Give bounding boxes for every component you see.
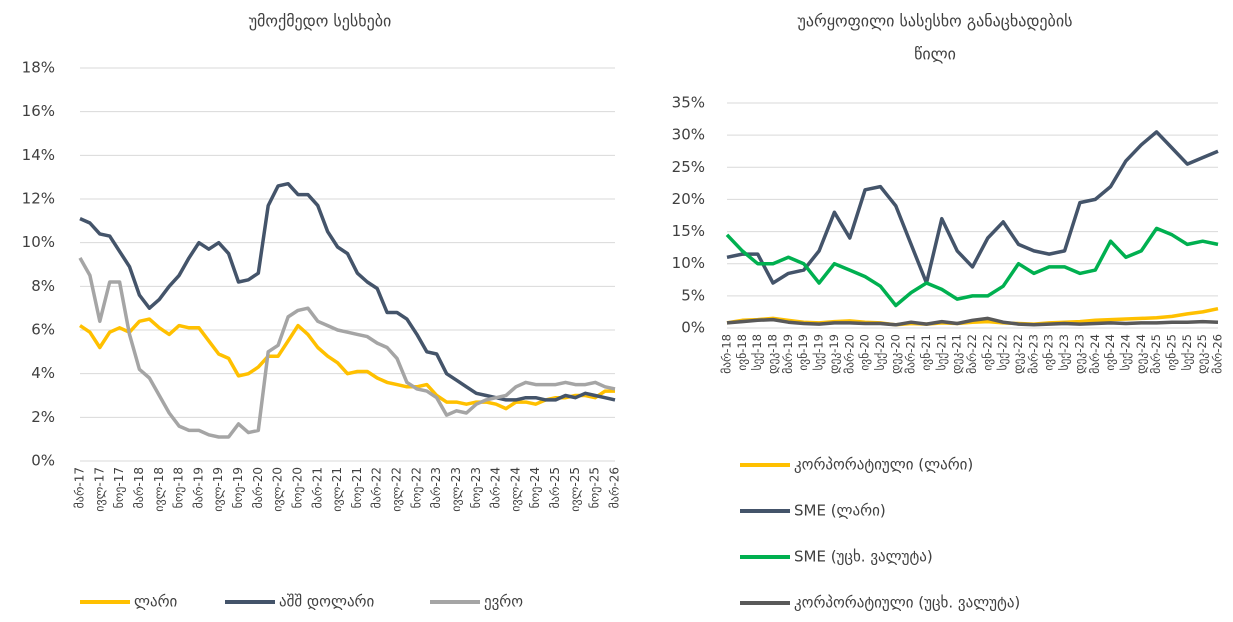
x-tick-label: სექ-21: [934, 334, 948, 371]
x-tick-label: ივლ-21: [330, 467, 344, 512]
legend-label: ლარი: [134, 593, 178, 611]
x-tick-label: მარ-26: [608, 467, 622, 509]
x-tick-label: დეკ-23: [1072, 334, 1086, 374]
x-tick-label: ივლ-25: [568, 467, 582, 512]
x-tick-label: ივლ-22: [390, 467, 404, 512]
x-tick-label: მარ-20: [251, 467, 265, 509]
x-tick-label: მარ-26: [1211, 334, 1225, 374]
x-tick-label: მარ-22: [965, 334, 979, 374]
x-tick-label: დეკ-19: [827, 334, 841, 374]
x-tick-label: ივნ-24: [1103, 334, 1117, 371]
x-tick-label: მარ-23: [1026, 334, 1040, 374]
x-tick-label: ივნ-20: [858, 334, 872, 371]
x-tick-label: მარ-21: [310, 467, 324, 509]
y-tick-label: 4%: [31, 364, 55, 382]
y-tick-label: 35%: [672, 94, 705, 112]
x-tick-label: ნოე-17: [112, 467, 126, 508]
y-tick-label: 12%: [22, 190, 55, 208]
x-tick-label: სექ-24: [1118, 334, 1132, 371]
y-tick-label: 10%: [672, 254, 705, 272]
y-tick-label: 30%: [672, 126, 705, 144]
x-tick-label: მარ-25: [548, 467, 562, 509]
legend-label: აშშ დოლარი: [279, 593, 374, 611]
x-tick-label: მარ-23: [429, 467, 443, 509]
x-tick-label: სექ-19: [812, 334, 826, 371]
x-tick-label: ნოე-23: [469, 467, 483, 508]
y-tick-label: 8%: [31, 277, 55, 295]
x-tick-label: ივნ-22: [980, 334, 994, 371]
x-tick-label: სექ-23: [1057, 334, 1071, 371]
series-line: [725, 226, 1219, 308]
x-tick-label: მარ-24: [1088, 334, 1102, 374]
x-tick-label: ივნ-18: [735, 334, 749, 371]
x-tick-label: მარ-25: [1149, 334, 1163, 374]
y-tick-label: 18%: [22, 59, 55, 77]
x-tick-label: ივნ-25: [1164, 334, 1178, 371]
series-line: [78, 257, 616, 439]
x-tick-label: დეკ-20: [888, 334, 902, 374]
x-tick-label: მარ-20: [842, 334, 856, 374]
x-tick-label: ივნ-23: [1042, 334, 1056, 371]
x-tick-label: ნოე-20: [290, 467, 304, 508]
x-tick-label: მარ-19: [781, 334, 795, 374]
x-tick-label: ივლ-20: [271, 467, 285, 512]
series-line: [79, 317, 615, 411]
y-tick-label: 2%: [31, 408, 55, 426]
x-tick-label: ივლ-19: [211, 467, 225, 512]
x-tick-label: მარ-19: [191, 467, 205, 509]
x-tick-label: ნოე-24: [528, 467, 542, 508]
x-tick-label: მარ-21: [904, 334, 918, 374]
y-tick-label: 10%: [22, 233, 55, 251]
y-tick-label: 5%: [681, 286, 705, 304]
y-tick-label: 6%: [31, 321, 55, 339]
x-tick-label: ივლ-24: [508, 467, 522, 512]
y-tick-label: 16%: [22, 102, 55, 120]
y-tick-label: 20%: [672, 190, 705, 208]
x-tick-label: ნოე-18: [172, 467, 186, 508]
series-line: [726, 130, 1219, 285]
y-tick-label: 15%: [672, 222, 705, 240]
x-tick-label: ივნ-21: [919, 334, 933, 371]
y-tick-label: 0%: [31, 452, 55, 470]
legend-label: SME (უცხ. ვალუტა): [794, 548, 933, 566]
x-tick-label: მარ-24: [489, 467, 503, 509]
chart-title: წილი: [914, 45, 956, 64]
x-tick-label: სექ-22: [996, 334, 1010, 371]
x-tick-label: ნოე-22: [409, 467, 423, 508]
x-tick-label: დეკ-22: [1011, 334, 1025, 374]
series-line: [726, 316, 1219, 327]
x-tick-label: მარ-18: [132, 467, 146, 509]
x-tick-label: დეკ-25: [1195, 334, 1209, 374]
x-tick-label: ივლ-23: [449, 467, 463, 512]
x-tick-label: დეკ-18: [766, 334, 780, 374]
x-tick-label: ნოე-19: [231, 467, 245, 508]
legend-label: კორპორატიული (ლარი): [794, 456, 973, 474]
y-tick-label: 0%: [681, 319, 705, 337]
series-line: [79, 181, 616, 402]
y-tick-label: 14%: [22, 146, 55, 164]
x-tick-label: მარ-17: [73, 467, 87, 509]
legend-label: ევრო: [484, 593, 523, 611]
x-tick-label: დეკ-24: [1134, 334, 1148, 374]
y-tick-label: 25%: [672, 158, 705, 176]
x-tick-label: სექ-18: [750, 334, 764, 371]
chart-title: უარყოფილი სასესხო განაცხადების: [798, 12, 1073, 31]
x-tick-label: მარ-18: [720, 334, 734, 374]
x-tick-label: ნოე-21: [350, 467, 364, 508]
x-tick-label: მარ-22: [370, 467, 384, 509]
x-tick-label: ივნ-19: [796, 334, 810, 371]
x-tick-label: დეკ-21: [950, 334, 964, 374]
legend-label: SME (ლარი): [794, 502, 886, 520]
x-tick-label: ივლ-18: [152, 467, 166, 512]
x-tick-label: სექ-20: [873, 334, 887, 371]
x-tick-label: სექ-25: [1180, 334, 1194, 371]
x-tick-label: ივლ-17: [92, 467, 106, 512]
legend-label: კორპორატიული (უცხ. ვალუტა): [794, 594, 1020, 612]
chart-title: უმოქმედო სესხები: [249, 12, 392, 31]
x-tick-label: ნოე-25: [588, 467, 602, 508]
